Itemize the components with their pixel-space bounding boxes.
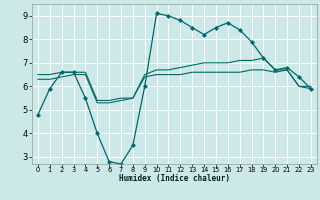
X-axis label: Humidex (Indice chaleur): Humidex (Indice chaleur) bbox=[119, 174, 230, 183]
